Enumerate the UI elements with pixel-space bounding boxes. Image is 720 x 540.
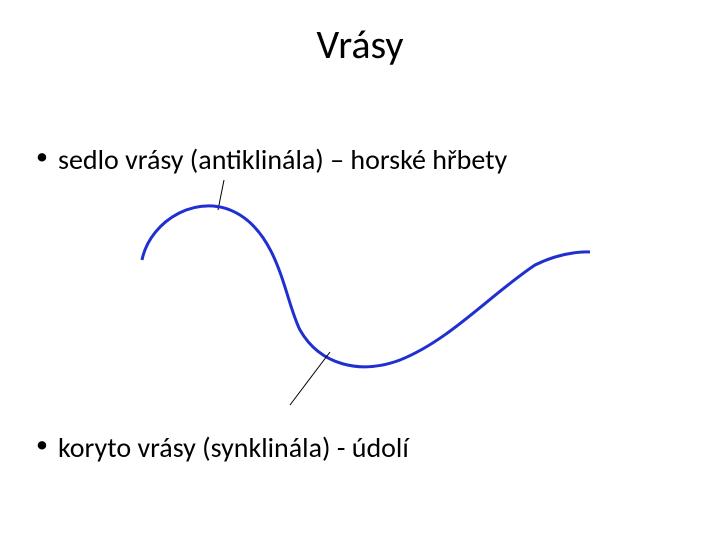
fold-diagram bbox=[90, 180, 590, 410]
bullet-list-top: sedlo vrásy (antiklinála) – horské hřbet… bbox=[30, 142, 507, 177]
bullet-syncline: koryto vrásy (synklinála) - údolí bbox=[30, 430, 409, 465]
fold-curve bbox=[142, 206, 590, 367]
bullet-anticline: sedlo vrásy (antiklinála) – horské hřbet… bbox=[30, 142, 507, 177]
slide-title: Vrásy bbox=[0, 20, 720, 69]
bullet-list-bottom: koryto vrásy (synklinála) - údolí bbox=[30, 430, 409, 465]
pointer-bottom-line bbox=[290, 352, 330, 405]
